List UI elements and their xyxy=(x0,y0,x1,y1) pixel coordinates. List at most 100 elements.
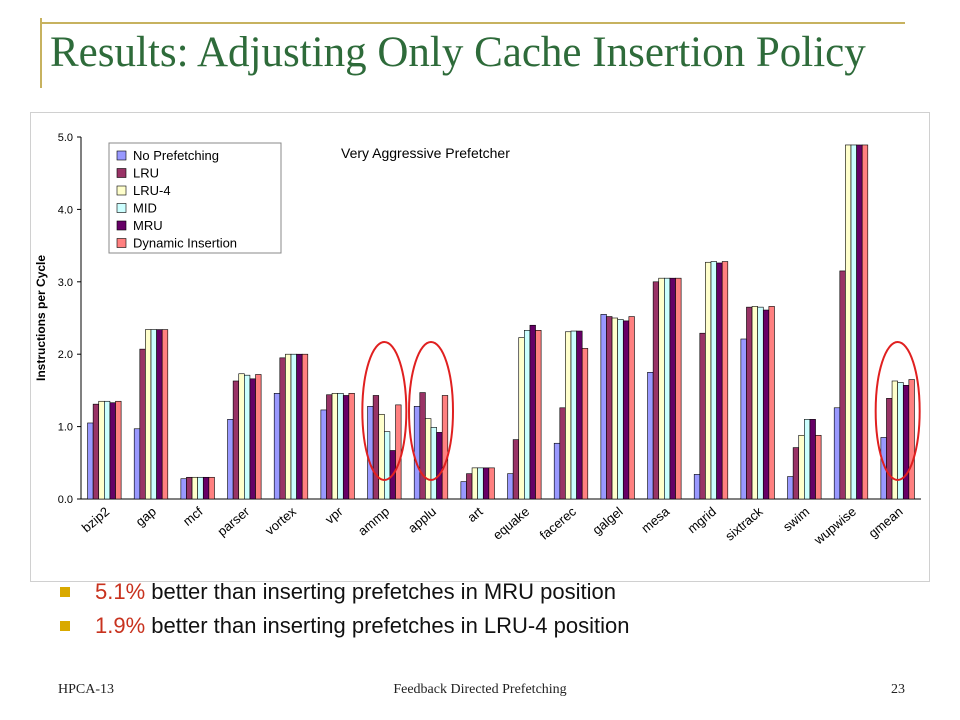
x-tick-label: sixtrack xyxy=(722,503,766,543)
bar xyxy=(320,409,327,500)
bar xyxy=(255,374,262,500)
bar xyxy=(622,320,630,500)
bar xyxy=(518,337,525,500)
x-tick-label: mcf xyxy=(180,504,206,529)
bar xyxy=(611,317,618,500)
bar xyxy=(92,403,100,500)
bar xyxy=(524,330,531,500)
bar xyxy=(145,329,152,500)
bar xyxy=(238,373,245,500)
x-tick-label: gap xyxy=(133,504,159,529)
legend-swatch xyxy=(116,203,127,213)
bar xyxy=(208,476,215,500)
title-rule-horizontal xyxy=(40,22,905,24)
bar-chart: 0.0 1.0 2.0 3.0 4.0 5.0 Instructions per Cycle… xyxy=(34,132,921,548)
bar xyxy=(908,379,915,500)
bar xyxy=(716,262,723,500)
y-tick-label: 4.0 xyxy=(58,204,73,216)
bullet-square-icon xyxy=(60,587,70,597)
bar xyxy=(762,309,770,500)
bar xyxy=(815,434,822,500)
bar xyxy=(559,407,566,500)
bar xyxy=(581,348,589,500)
bar xyxy=(87,422,94,500)
bar xyxy=(535,330,542,500)
x-tick-label: art xyxy=(464,504,486,525)
bar xyxy=(290,353,297,500)
bar xyxy=(109,402,116,500)
bar xyxy=(886,398,893,500)
x-tick-label: vortex xyxy=(262,503,299,538)
bar xyxy=(202,476,210,500)
title-rule-vertical xyxy=(40,18,42,88)
bar xyxy=(856,144,863,500)
legend-swatch xyxy=(116,168,127,178)
bullet-text: better than inserting prefetches in MRU … xyxy=(145,579,616,604)
bar xyxy=(367,406,374,500)
footer-page-number: 23 xyxy=(891,682,905,697)
bar xyxy=(395,404,402,500)
bar xyxy=(507,473,514,500)
bar xyxy=(244,374,251,500)
x-tick-label: galgel xyxy=(589,504,625,538)
bar xyxy=(337,392,344,500)
y-tick-label: 1.0 xyxy=(58,422,73,434)
bar xyxy=(570,330,577,500)
bar xyxy=(460,481,467,500)
slide-title: Results: Adjusting Only Cache Insertion … xyxy=(50,29,866,76)
bar xyxy=(482,467,490,500)
bar xyxy=(477,467,484,500)
bullet-item: 5.1% better than inserting prefetches in… xyxy=(60,575,940,609)
legend-swatch xyxy=(116,185,127,196)
bar xyxy=(104,400,111,500)
bar xyxy=(647,371,654,500)
bar xyxy=(161,329,169,500)
bullet-highlight: 1.9% xyxy=(95,613,146,638)
bar xyxy=(197,476,204,500)
highlight-ellipse xyxy=(874,341,921,481)
bar xyxy=(326,394,333,500)
chart-title: Very Aggressive Prefetcher xyxy=(341,145,510,161)
legend-label: Dynamic Insertion xyxy=(133,236,237,251)
legend-swatch xyxy=(116,238,127,248)
bar xyxy=(296,353,303,500)
chart-area: 0.0 1.0 2.0 3.0 4.0 5.0 Instructions per Cycle… xyxy=(30,112,930,582)
legend-label: MRU xyxy=(133,218,163,233)
bar xyxy=(553,442,561,500)
bar xyxy=(232,380,240,500)
footer-conference: HPCA-13 xyxy=(58,682,115,697)
bullet-highlight: 5.1% xyxy=(95,579,146,604)
bar xyxy=(740,338,747,500)
bar xyxy=(850,144,857,500)
bullet-square-icon xyxy=(60,621,70,631)
y-tick-label: 5.0 xyxy=(58,132,73,144)
bullet-item: 1.9% better than inserting prefetches in… xyxy=(60,609,940,643)
bar xyxy=(372,395,380,500)
bar xyxy=(191,476,198,500)
highlight-ellipse xyxy=(408,341,454,481)
bar xyxy=(419,392,426,500)
bar xyxy=(606,316,613,500)
legend-swatch xyxy=(116,220,127,231)
bar xyxy=(751,306,758,500)
x-tick-label: vpr xyxy=(322,503,346,527)
bar xyxy=(348,392,355,500)
legend-label: No Prefetching xyxy=(133,148,219,163)
bar xyxy=(139,348,146,500)
bar xyxy=(768,306,775,500)
x-tick-label: bzip2 xyxy=(79,504,112,535)
highlight-ellipse xyxy=(361,341,408,481)
bar xyxy=(902,385,910,500)
bar xyxy=(150,329,157,500)
bar xyxy=(156,329,163,500)
bar xyxy=(285,353,292,500)
bar xyxy=(133,428,141,500)
x-tick-label: mgrid xyxy=(684,504,719,536)
bar xyxy=(301,353,309,500)
bar xyxy=(628,316,635,500)
bar xyxy=(693,474,701,500)
legend-label: LRU-4 xyxy=(133,183,171,198)
bar xyxy=(664,277,671,500)
bullet-list: 5.1% better than inserting prefetches in… xyxy=(60,575,940,643)
bar xyxy=(98,400,105,500)
